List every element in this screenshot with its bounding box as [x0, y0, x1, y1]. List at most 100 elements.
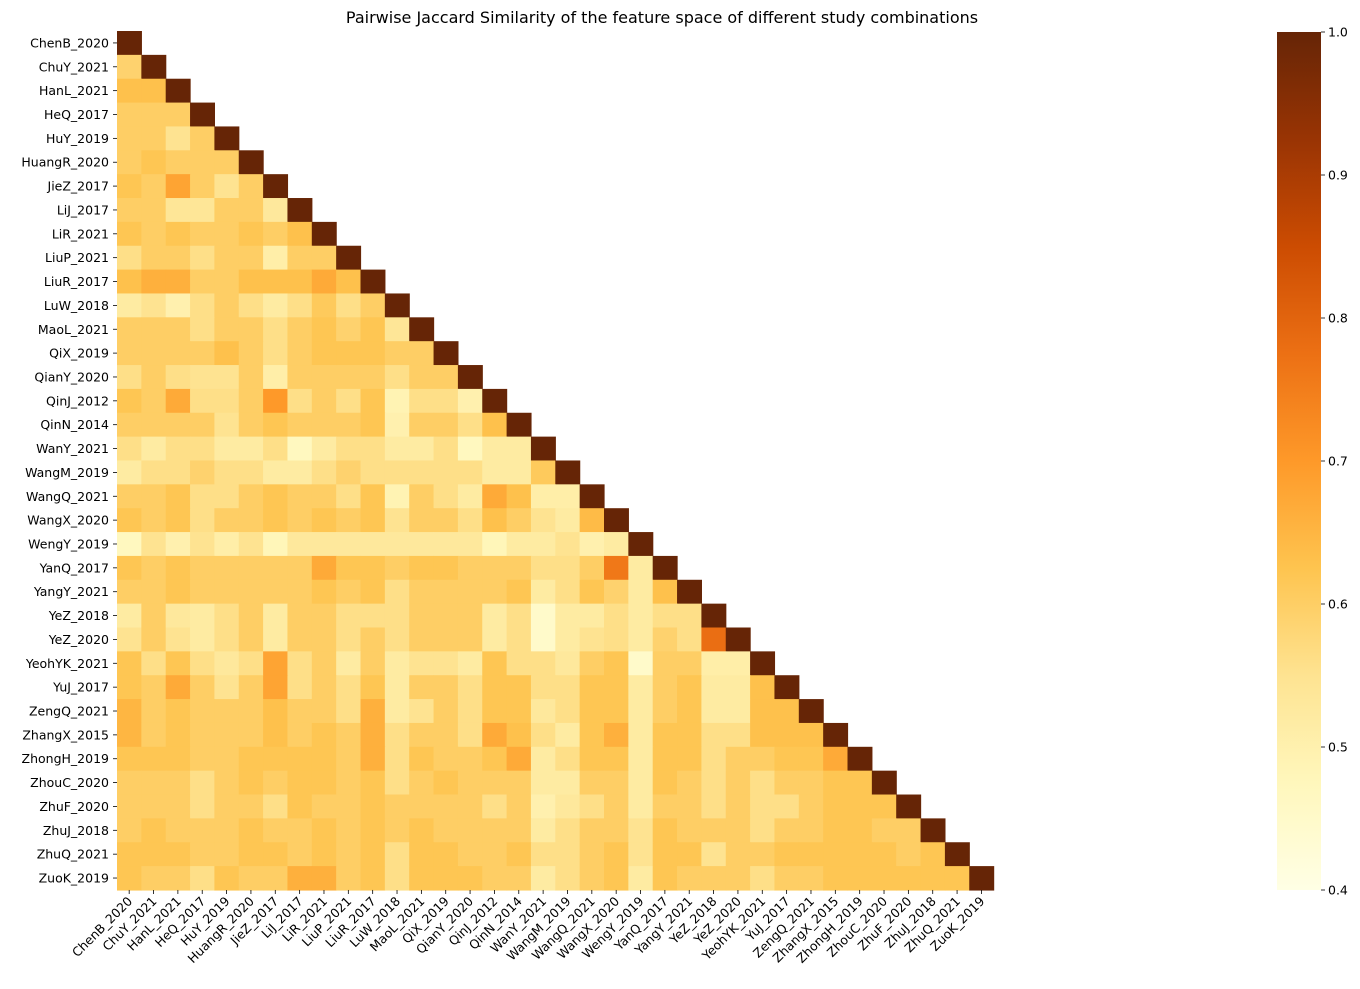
- heatmap-cell: [823, 794, 849, 819]
- heatmap-cell: [287, 866, 313, 891]
- heatmap-cell: [774, 675, 800, 700]
- heatmap-cell: [384, 365, 410, 390]
- heatmap-cell: [311, 460, 337, 485]
- heatmap-cell: [823, 722, 849, 748]
- heatmap-cell: [677, 603, 702, 629]
- heatmap-cell: [190, 388, 215, 414]
- heatmap-cell: [360, 484, 386, 509]
- heatmap-cell: [725, 770, 751, 796]
- heatmap-cell: [555, 555, 581, 581]
- heatmap-cells: [117, 31, 995, 891]
- heatmap-cell: [117, 174, 142, 199]
- heatmap-cell: [336, 675, 362, 700]
- y-tick-label: YanQ_2017: [39, 560, 109, 575]
- heatmap-cell: [214, 245, 240, 271]
- heatmap-cell: [214, 675, 240, 700]
- heatmap-cell: [896, 794, 922, 819]
- heatmap-cell: [336, 341, 362, 366]
- heatmap-cell: [141, 460, 167, 485]
- heatmap-cell: [336, 245, 362, 271]
- heatmap-cell: [336, 842, 362, 867]
- heatmap-cell: [433, 651, 459, 676]
- heatmap-cell: [238, 651, 264, 676]
- heatmap-cell: [847, 770, 873, 796]
- heatmap-cell: [433, 722, 459, 748]
- heatmap-cell: [774, 794, 800, 819]
- heatmap-cell: [190, 722, 215, 748]
- heatmap-cell: [652, 722, 678, 748]
- heatmap-cell: [336, 818, 362, 843]
- heatmap-cell: [287, 699, 313, 724]
- heatmap-cell: [311, 269, 337, 295]
- heatmap-cell: [604, 746, 629, 772]
- heatmap-cell: [652, 818, 678, 843]
- heatmap-cell: [190, 317, 215, 342]
- heatmap-cell: [141, 221, 167, 247]
- heatmap-cell: [457, 651, 483, 676]
- heatmap-cell: [433, 770, 459, 796]
- heatmap-cell: [311, 532, 337, 557]
- heatmap-cell: [750, 675, 776, 700]
- heatmap-cell: [920, 866, 946, 891]
- heatmap-cell: [506, 412, 532, 438]
- heatmap-cell: [238, 746, 264, 772]
- heatmap-cell: [847, 746, 873, 772]
- y-tick-label: QianY_2020: [34, 369, 109, 384]
- heatmap-cell: [117, 579, 142, 605]
- heatmap-cell: [798, 866, 824, 891]
- heatmap-cell: [433, 842, 459, 867]
- heatmap-cell: [920, 842, 946, 867]
- heatmap-cell: [238, 221, 264, 247]
- heatmap-cell: [628, 627, 654, 652]
- heatmap-cell: [190, 174, 215, 199]
- heatmap-cell: [506, 746, 532, 772]
- heatmap-cell: [117, 365, 142, 390]
- heatmap-cell: [141, 603, 167, 629]
- heatmap-cell: [701, 699, 727, 724]
- heatmap-cell: [652, 770, 678, 796]
- heatmap-cell: [238, 675, 264, 700]
- heatmap-cell: [336, 722, 362, 748]
- y-tick-label: ZhuF_2020: [39, 799, 109, 814]
- heatmap-cell: [311, 770, 337, 796]
- heatmap-cell: [409, 341, 435, 366]
- heatmap-cell: [506, 603, 532, 629]
- heatmap-cell: [409, 460, 435, 485]
- heatmap-cell: [287, 508, 313, 533]
- heatmap-cell: [725, 722, 751, 748]
- heatmap-cell: [823, 746, 849, 772]
- heatmap-cell: [287, 651, 313, 676]
- heatmap-cell: [457, 842, 483, 867]
- heatmap-cell: [506, 866, 532, 891]
- heatmap-cell: [677, 722, 702, 748]
- heatmap-cell: [214, 484, 240, 509]
- heatmap-cell: [238, 866, 264, 891]
- heatmap-cell: [165, 699, 191, 724]
- heatmap-cell: [433, 818, 459, 843]
- heatmap-cell: [530, 460, 556, 485]
- heatmap-cell: [409, 508, 435, 533]
- heatmap-cell: [117, 722, 142, 748]
- heatmap-cell: [457, 603, 483, 629]
- heatmap-cell: [701, 627, 727, 652]
- heatmap-cell: [433, 484, 459, 509]
- heatmap-cell: [214, 293, 240, 318]
- heatmap-cell: [336, 746, 362, 772]
- heatmap-cell: [214, 269, 240, 295]
- heatmap-cell: [141, 746, 167, 772]
- heatmap-cell: [190, 794, 215, 819]
- heatmap-cell: [604, 699, 629, 724]
- heatmap-cell: [409, 555, 435, 581]
- heatmap-cell: [214, 508, 240, 533]
- heatmap-cell: [579, 746, 605, 772]
- heatmap-cell: [457, 675, 483, 700]
- heatmap-cell: [238, 699, 264, 724]
- heatmap-cell: [384, 746, 410, 772]
- heatmap-cell: [190, 221, 215, 247]
- heatmap-cell: [336, 508, 362, 533]
- heatmap-cell: [384, 722, 410, 748]
- heatmap-cell: [482, 508, 508, 533]
- heatmap-cell: [530, 866, 556, 891]
- heatmap-cell: [190, 866, 215, 891]
